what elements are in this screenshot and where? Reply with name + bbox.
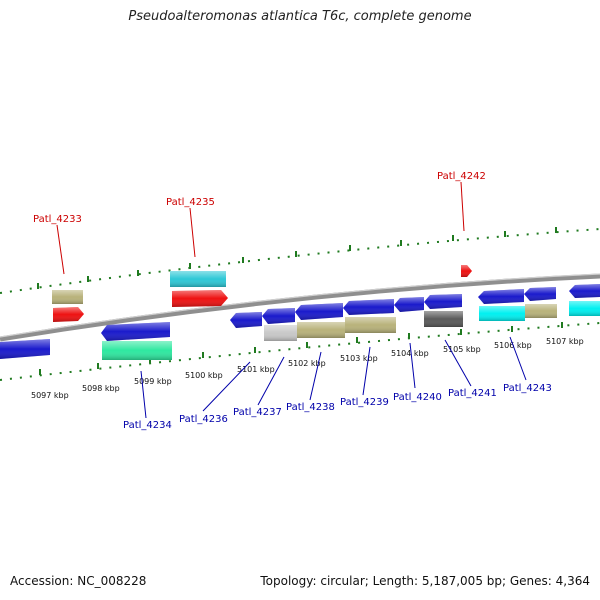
genome-summary-text: Topology: circular; Length: 5,187,005 bp… [260, 574, 590, 588]
scale-label: 5099 kbp [134, 377, 172, 386]
gene-label-reverse: Patl_4237 [233, 407, 282, 418]
reverse-features [0, 284, 600, 360]
gene-label-forward: Patl_4242 [437, 171, 486, 182]
gene-label-reverse: Patl_4241 [448, 388, 497, 399]
scale-label: 5105 kbp [443, 345, 481, 354]
scale-label: 5098 kbp [82, 384, 120, 393]
accession-text: Accession: NC_008228 [10, 574, 147, 588]
gene-label-forward: Patl_4235 [166, 197, 215, 208]
lower-major-ticks [39, 322, 563, 375]
forward-gene-labels: Patl_4233 Patl_4235 Patl_4242 [33, 171, 486, 225]
gene-label-reverse: Patl_4238 [286, 402, 335, 413]
scale-label: 5107 kbp [546, 337, 584, 346]
lower-tick-track [0, 322, 600, 381]
scale-label: 5104 kbp [391, 349, 429, 358]
scale-label: 5103 kbp [340, 354, 378, 363]
gene-label-reverse: Patl_4243 [503, 383, 552, 394]
gene-label-reverse: Patl_4240 [393, 392, 442, 403]
reverse-leaders [140, 336, 527, 419]
reverse-gene-labels: Patl_4234 Patl_4236 Patl_4237 Patl_4238 … [123, 383, 552, 431]
gene-label-reverse: Patl_4234 [123, 420, 172, 431]
genome-backbone [0, 273, 600, 342]
scale-label: 5097 kbp [31, 391, 69, 400]
map-title: Pseudoalteromonas atlantica T6c, complet… [128, 9, 472, 24]
gene-label-reverse: Patl_4236 [179, 414, 228, 425]
scale-label: 5101 kbp [237, 365, 275, 374]
scale-label: 5100 kbp [185, 371, 223, 380]
upper-major-ticks [37, 227, 557, 289]
gene-label-forward: Patl_4233 [33, 214, 82, 225]
gene-label-reverse: Patl_4239 [340, 397, 389, 408]
forward-leaders [56, 181, 465, 275]
forward-features [52, 265, 472, 322]
scale-label: 5102 kbp [288, 359, 326, 368]
